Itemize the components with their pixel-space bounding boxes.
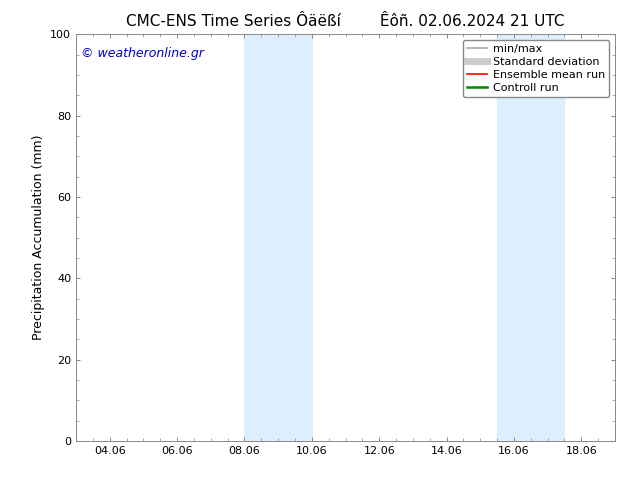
Y-axis label: Precipitation Accumulation (mm): Precipitation Accumulation (mm) [32,135,44,341]
Title: CMC-ENS Time Series Ôäëßí        Êôñ. 02.06.2024 21 UTC: CMC-ENS Time Series Ôäëßí Êôñ. 02.06.202… [126,14,565,29]
Bar [245,34,312,441]
Text: © weatheronline.gr: © weatheronline.gr [81,47,204,59]
Bar [497,34,564,441]
Legend: min/max, Standard deviation, Ensemble mean run, Controll run: min/max, Standard deviation, Ensemble me… [463,40,609,97]
